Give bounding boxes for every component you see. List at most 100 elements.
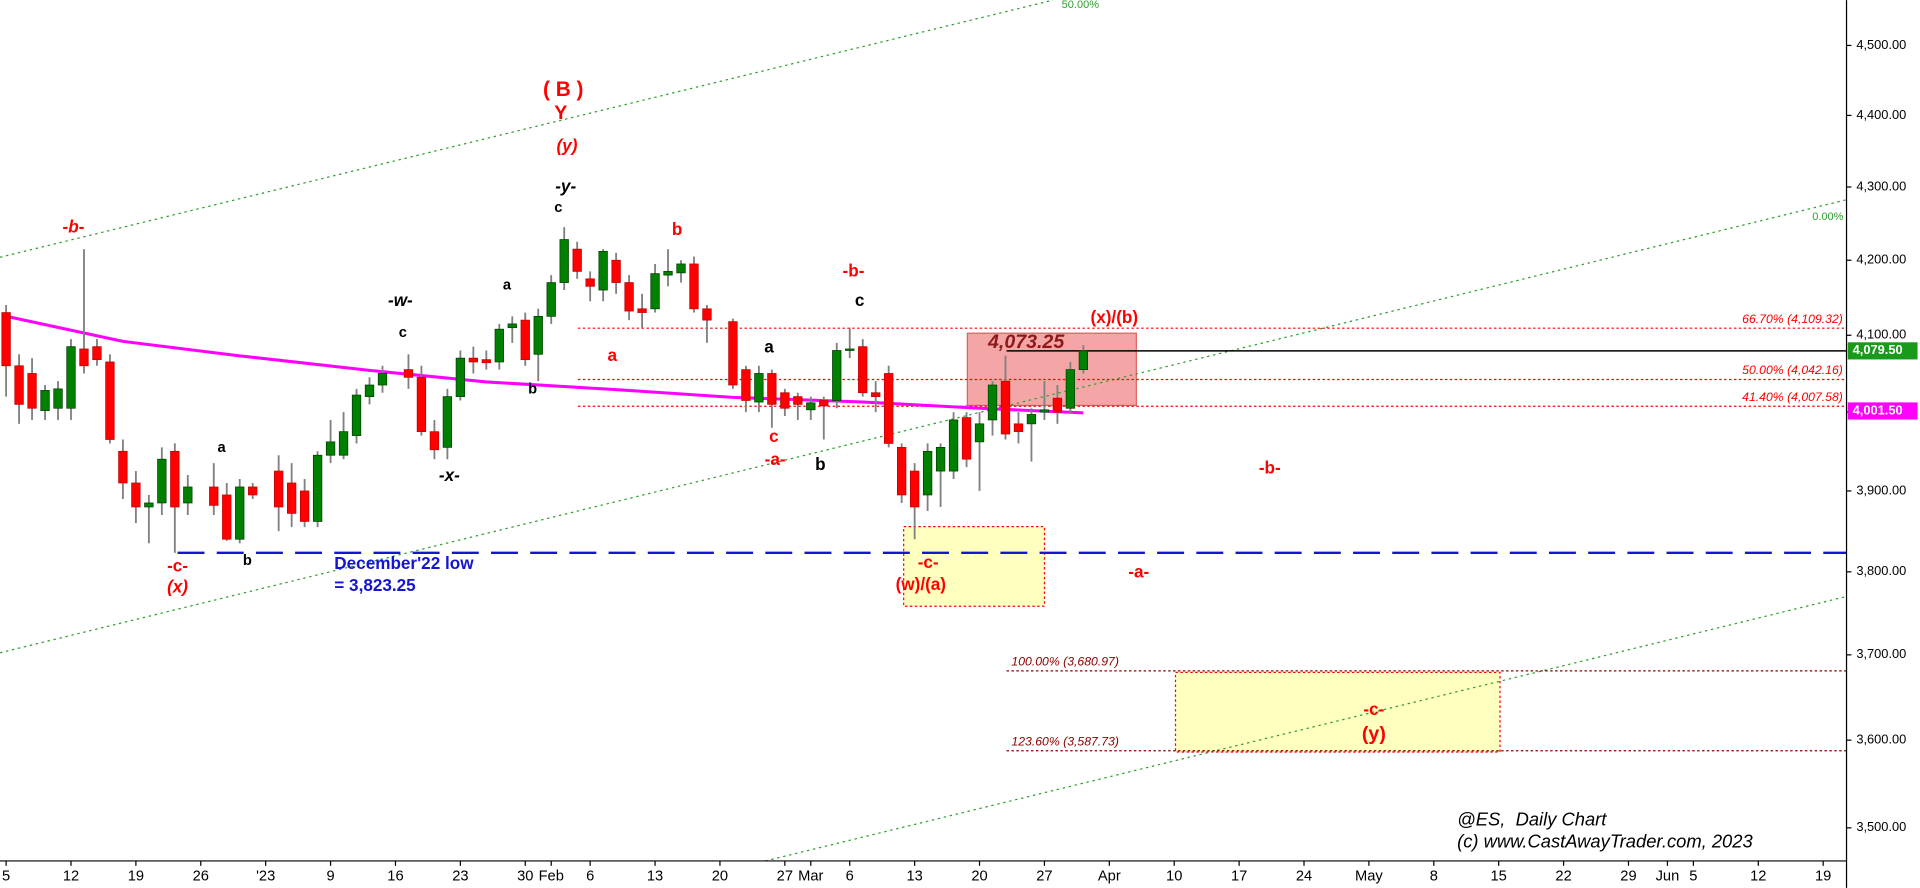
- moving-average: [5, 314, 1084, 415]
- candle-body: [40, 390, 50, 411]
- x-tick-label: 24: [1296, 869, 1312, 885]
- candle-body: [598, 250, 608, 291]
- candle-body: [1000, 380, 1011, 435]
- x-tick-label: 6: [586, 869, 594, 885]
- candle-body: [222, 494, 232, 540]
- candle-body: [624, 282, 634, 312]
- channel-label: 0.00%: [1812, 211, 1843, 223]
- x-tick-label: 29: [1620, 869, 1636, 885]
- y-tick-label: 4,100.00: [1856, 327, 1906, 342]
- x-tick-label: Jun: [1656, 869, 1680, 885]
- candle-body: [170, 450, 180, 508]
- candle-body: [819, 400, 829, 407]
- signature: (c) www.CastAwayTrader.com, 2023: [1457, 830, 1753, 851]
- annotation: -x-: [439, 465, 460, 485]
- support-zone: [903, 526, 1046, 607]
- x-tick-label: 9: [326, 869, 334, 885]
- x-tick-label: 20: [712, 869, 728, 885]
- candle-body: [845, 348, 855, 351]
- candle-body: [274, 470, 284, 508]
- candle-body: [79, 348, 89, 367]
- candle-body: [650, 273, 660, 310]
- candle-body: [131, 482, 141, 508]
- candle-body: [286, 482, 297, 514]
- x-tick-label: 15: [1491, 869, 1507, 885]
- candle-body: [793, 396, 803, 405]
- candle-body: [871, 392, 881, 397]
- candle-body: [741, 369, 751, 401]
- annotation: Y: [554, 102, 567, 124]
- x-tick-label: 19: [1815, 869, 1831, 885]
- annotation: -c-: [1363, 699, 1384, 719]
- x-tick-label: 16: [387, 869, 403, 885]
- x-tick-label: 13: [647, 869, 663, 885]
- y-tick-label: 3,700.00: [1856, 646, 1906, 661]
- x-tick-label: 13: [906, 869, 922, 885]
- candle-body: [533, 315, 543, 355]
- candle-body: [481, 359, 491, 364]
- candle-body: [689, 263, 699, 310]
- candle-body: [235, 486, 245, 540]
- support-label: = 3,823.25: [334, 575, 416, 595]
- candle-body: [897, 446, 907, 496]
- candle-body: [961, 417, 972, 460]
- x-tick-label: 17: [1231, 869, 1247, 885]
- candle-body: [312, 454, 323, 522]
- candle-body: [780, 392, 790, 409]
- x-tick-label: 27: [777, 869, 793, 885]
- candle-body: [53, 388, 63, 409]
- candle-body: [118, 450, 128, 484]
- x-tick-label: 27: [1036, 869, 1052, 885]
- candle-body: [637, 308, 647, 313]
- fib-label: 41.40% (4,007.58): [1742, 390, 1843, 404]
- candle-body: [676, 263, 686, 274]
- candle-body: [66, 346, 76, 409]
- annotation: ( B ): [543, 78, 583, 101]
- y-tick-label: 4,300.00: [1856, 178, 1906, 193]
- annotation: (x): [167, 576, 188, 596]
- marks: 66.70% (4,109.32) 50.00% (4,042.16) 41.40%…: [1, 227, 1847, 752]
- target-zone-lower: [1174, 671, 1501, 753]
- candle-body: [832, 350, 842, 401]
- y-tick-label: 3,800.00: [1856, 563, 1906, 578]
- candle-body: [767, 373, 777, 405]
- channel-line: [765, 595, 1847, 862]
- annotation: c: [855, 290, 865, 310]
- annotation: -b-: [843, 260, 865, 280]
- annotation: (x)/(b): [1091, 307, 1139, 327]
- candle-body: [377, 373, 388, 386]
- candle-body: [520, 319, 530, 361]
- annotation: b: [672, 219, 682, 239]
- ma-tag: [1847, 402, 1918, 420]
- annotation: -b-: [63, 216, 85, 236]
- candle-body: [183, 486, 193, 504]
- candle-body: [559, 239, 569, 283]
- candle-body: [1065, 369, 1076, 409]
- x-tick-label: 19: [128, 869, 144, 885]
- annotation: -a-: [765, 449, 786, 469]
- candle-body: [507, 323, 517, 329]
- annotation: -w-: [388, 290, 413, 310]
- x-tick-label: 23: [452, 869, 468, 885]
- candle-body: [572, 248, 582, 272]
- annotation: -c-: [167, 556, 188, 576]
- annotation: 4,073.25: [987, 331, 1065, 353]
- signature: @ES, Daily Chart: [1457, 808, 1607, 829]
- channel-line: [0, 199, 1847, 654]
- candle-body: [14, 365, 24, 405]
- candle-body: [403, 369, 414, 378]
- fib-label: 100.00% (3,680.97): [1011, 655, 1118, 669]
- price-tag-label: 4,079.50: [1853, 342, 1903, 357]
- candle-body: [429, 431, 440, 451]
- candle-body: [728, 321, 738, 386]
- candle-body: [922, 450, 933, 496]
- candle-body: [585, 278, 595, 287]
- candle-body: [663, 271, 673, 276]
- annotation: (w)/(a): [896, 574, 946, 594]
- candle-body: [351, 394, 362, 436]
- candle-body: [935, 446, 946, 472]
- candle-body: [974, 423, 985, 443]
- annotation: -b-: [1259, 458, 1281, 478]
